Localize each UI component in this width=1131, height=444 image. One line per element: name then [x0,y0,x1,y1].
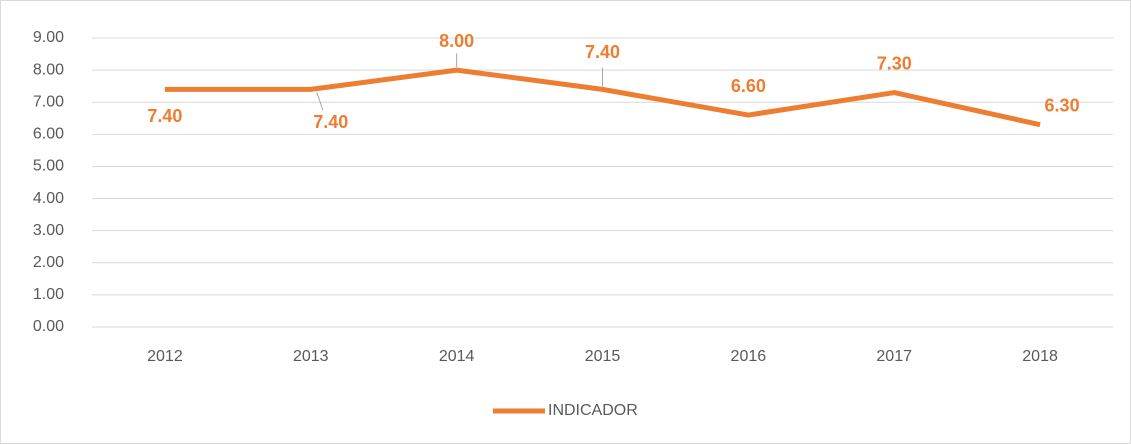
data-label: 7.30 [877,53,912,73]
y-tick-label: 3.00 [33,222,64,239]
data-label: 6.30 [1045,95,1080,115]
data-label: 7.40 [313,112,348,132]
legend-label: INDICADOR [548,402,638,419]
x-tick-label: 2012 [147,348,183,365]
data-label: 6.60 [731,76,766,96]
x-tick-label: 2016 [731,348,767,365]
y-tick-label: 4.00 [33,190,64,207]
data-label: 7.40 [147,106,182,126]
x-tick-label: 2015 [585,348,621,365]
leader-line [316,92,324,110]
y-tick-label: 1.00 [33,286,64,303]
y-tick-label: 5.00 [33,158,64,175]
y-tick-label: 0.00 [33,318,64,335]
series-line [164,67,1041,128]
x-tick-label: 2018 [1022,348,1058,365]
y-tick-label: 2.00 [33,254,64,271]
y-tick-label: 6.00 [33,126,64,143]
x-tick-label: 2017 [876,348,912,365]
y-tick-label: 7.00 [33,93,64,110]
data-label: 7.40 [585,42,620,62]
x-tick-label: 2013 [293,348,329,365]
y-tick-label: 8.00 [33,61,64,78]
data-label: 8.00 [439,31,474,51]
y-tick-label: 9.00 [33,29,64,46]
x-tick-label: 2014 [439,348,475,365]
